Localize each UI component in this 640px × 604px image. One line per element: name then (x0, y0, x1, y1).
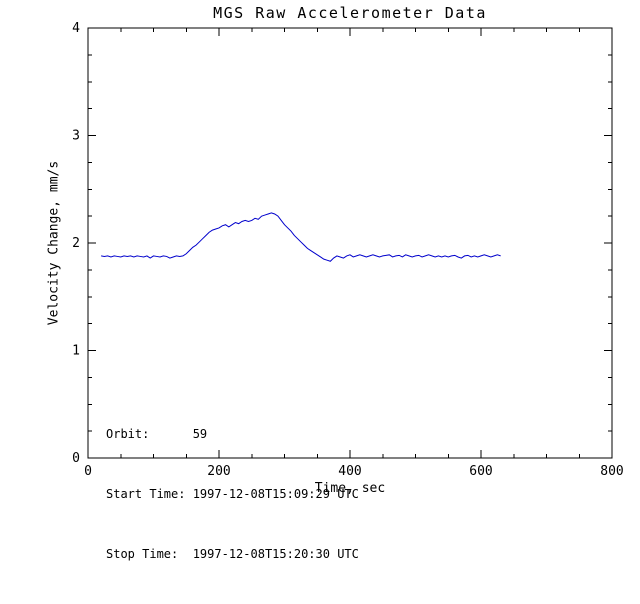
data-line (101, 212, 501, 262)
annotation-block: Orbit: 59 Start Time: 1997-12-08T15:09:2… (106, 384, 359, 604)
x-tick-label: 0 (84, 464, 92, 479)
y-axis-label: Velocity Change, mm/s (46, 160, 62, 326)
y-tick-label: 4 (72, 21, 80, 36)
annotation-start-time: Start Time: 1997-12-08T15:09:29 UTC (106, 487, 359, 501)
y-tick-label: 1 (72, 344, 80, 359)
annotation-stop-time: Stop Time: 1997-12-08T15:20:30 UTC (106, 547, 359, 561)
tick-marks (87, 27, 613, 459)
x-tick-label: 400 (338, 464, 361, 479)
y-tick-label: 3 (72, 129, 80, 144)
annotation-orbit: Orbit: 59 (106, 427, 208, 441)
plot-area: 0 200 400 600 800 0 1 2 3 4 (72, 21, 624, 479)
x-axis-label: Time, sec (314, 481, 386, 496)
chart-figure: 0 200 400 600 800 0 1 2 3 4 MGS Raw Accelerometer… (46, 4, 624, 561)
x-tick-label: 800 (600, 464, 623, 479)
chart-title: MGS Raw Accelerometer Data (213, 4, 487, 22)
y-tick-label: 2 (72, 236, 80, 251)
x-tick-label: 600 (469, 464, 492, 479)
tick-labels: 0 200 400 600 800 0 1 2 3 4 (72, 21, 624, 479)
y-tick-label: 0 (72, 451, 80, 466)
x-tick-label: 200 (207, 464, 230, 479)
